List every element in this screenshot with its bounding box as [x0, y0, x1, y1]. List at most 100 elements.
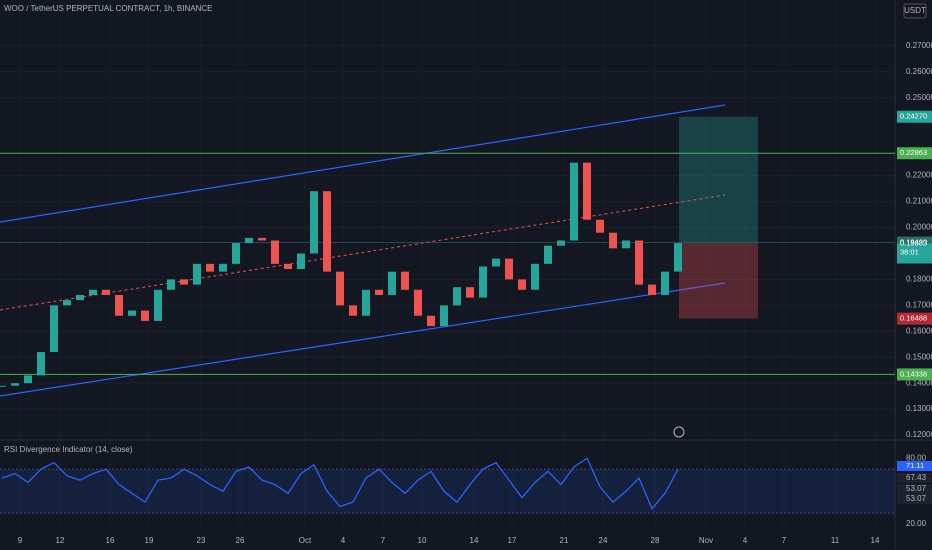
candle [167, 279, 175, 290]
rsi-title: RSI Divergence Indicator (14, close) [4, 445, 133, 454]
candle [258, 237, 266, 241]
channel-lower [0, 282, 726, 397]
stop-zone [679, 242, 758, 319]
candle [102, 289, 110, 295]
countdown: 38:01 [900, 248, 919, 257]
price-tag-label: 0.24270 [900, 112, 927, 121]
candle [596, 219, 604, 233]
candle [362, 289, 370, 316]
candle [11, 383, 19, 386]
candle [206, 263, 214, 272]
y-tick-label: 0.27000 [906, 41, 932, 50]
rsi-tick-label: 80.00 [906, 453, 927, 462]
candle [193, 263, 201, 285]
candle [674, 243, 682, 272]
rsi-tag [897, 494, 932, 504]
x-tick-label: 4 [341, 536, 346, 545]
candle [518, 279, 526, 290]
price-tag-label: 0.19420 [900, 238, 927, 247]
x-tick-label: Oct [299, 536, 312, 545]
candle [219, 263, 227, 272]
candle [544, 245, 552, 264]
rsi-tag [897, 484, 932, 494]
candle [336, 271, 344, 306]
price-tag-label: 0.19383 [900, 239, 927, 248]
rsi-tag [897, 473, 932, 483]
x-tick-label: 7 [782, 536, 787, 545]
rsi-tick-label: 20.00 [906, 519, 927, 528]
channel-upper [0, 104, 726, 223]
candle [401, 271, 409, 290]
candle [388, 271, 396, 295]
x-tick-label: 23 [197, 536, 206, 545]
candle [375, 289, 383, 295]
candle [50, 305, 58, 353]
target-zone [679, 116, 758, 243]
price-tag [897, 368, 932, 381]
rsi-line [1, 457, 679, 510]
price-tag [897, 312, 932, 325]
candle [141, 310, 149, 321]
candle [583, 162, 591, 220]
candle [89, 289, 97, 295]
price-tag [897, 243, 932, 264]
candle [635, 240, 643, 285]
candle [466, 287, 474, 298]
chart-title: WOO / TetherUS PERPETUAL CONTRACT, 1h, B… [4, 4, 213, 13]
candle [232, 243, 240, 264]
currency: USDT [904, 6, 926, 15]
candle [427, 315, 435, 327]
candle [479, 266, 487, 298]
candle [180, 279, 188, 285]
x-tick-label: 24 [599, 536, 608, 545]
candle [0, 385, 6, 387]
x-tick-label: 11 [831, 536, 840, 545]
candle [297, 253, 305, 270]
candle [349, 305, 357, 316]
x-tick-label: 7 [381, 536, 386, 545]
rsi-tag [897, 461, 932, 471]
candle [154, 289, 162, 321]
price-tag-label: 0.16488 [900, 314, 927, 323]
price-tag [897, 147, 932, 160]
x-tick-label: 4 [743, 536, 748, 545]
price-tag-label: 0.22863 [900, 148, 927, 157]
x-tick-label: 17 [508, 536, 517, 545]
rsi-tag-label: 53.07 [906, 484, 927, 493]
channel-mid [0, 194, 726, 311]
candle [531, 263, 539, 290]
rsi-tag-label: 71.11 [906, 461, 924, 470]
x-tick-label: Nov [699, 536, 713, 545]
x-tick-label: 28 [651, 536, 660, 545]
event-icon[interactable] [673, 426, 685, 438]
candle [414, 289, 422, 316]
x-tick-label: 16 [106, 536, 115, 545]
candle [284, 263, 292, 270]
candle [609, 232, 617, 249]
candle [310, 191, 318, 254]
candle [115, 294, 123, 316]
x-tick-label: 9 [18, 536, 23, 545]
candle [492, 258, 500, 267]
x-tick-label: 26 [236, 536, 245, 545]
currency-box [903, 3, 927, 19]
candle [128, 310, 136, 316]
x-tick-label: 10 [418, 536, 427, 545]
candle [63, 300, 71, 306]
candle [661, 271, 669, 295]
candle [24, 375, 32, 384]
rsi-tag-label: 67.43 [906, 473, 927, 482]
candle [245, 237, 253, 244]
